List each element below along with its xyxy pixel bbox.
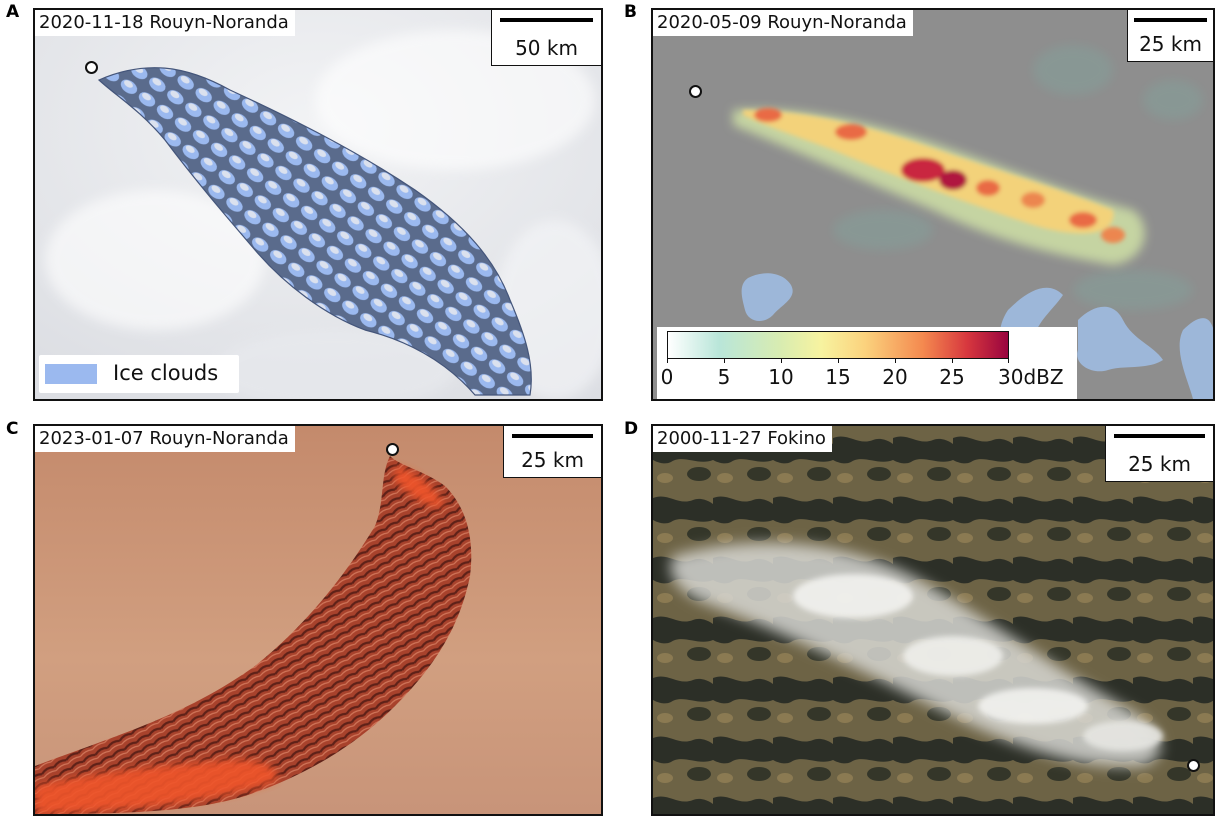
- legend-label: Ice clouds: [113, 361, 219, 385]
- site-marker: [85, 61, 98, 74]
- panel-b-radar-map: [653, 10, 1213, 399]
- panel-letter-c: C: [6, 419, 19, 439]
- scale-bar-label: 25 km: [1128, 452, 1191, 476]
- colorbar-tick: [838, 358, 839, 363]
- panel-a-scale-bar: 50 km: [491, 10, 601, 66]
- colorbar-tick-label: 0: [660, 365, 674, 389]
- panel-c-scale-bar: 25 km: [503, 426, 601, 478]
- legend: Ice clouds: [39, 355, 239, 393]
- scale-bar-label: 25 km: [521, 448, 584, 472]
- scale-bar-line: [500, 18, 593, 22]
- scale-bar-line: [1114, 434, 1205, 438]
- colorbar-tick: [1008, 358, 1009, 363]
- panel-c-false-color-image: 2023-01-07 Rouyn-Noranda 25 km: [33, 424, 603, 816]
- colorbar-tick-label: 15: [825, 365, 851, 389]
- scale-bar-label: 50 km: [515, 36, 578, 60]
- scale-bar-line: [512, 434, 593, 438]
- panel-b-radar-image: 2020-05-09 Rouyn-Noranda 25 km 0 5 10 15…: [651, 8, 1215, 401]
- colorbar-max-label: 30: [998, 365, 1024, 389]
- colorbar-gradient: [667, 331, 1009, 359]
- site-marker: [386, 443, 399, 456]
- site-marker: [1187, 759, 1200, 772]
- colorbar-tick-label: 20: [882, 365, 908, 389]
- site-marker: [689, 85, 702, 98]
- panel-a-satellite-image: [35, 10, 601, 399]
- panel-d-date-label: 2000-11-27 Fokino: [653, 426, 832, 452]
- panel-b-scale-bar: 25 km: [1127, 10, 1213, 62]
- scale-bar-line: [1134, 18, 1207, 22]
- colorbar-tick-label: 30dBZ: [998, 365, 1064, 389]
- colorbar-tick-label: 25: [939, 365, 965, 389]
- scale-bar-label: 25 km: [1139, 32, 1202, 56]
- colorbar-tick: [952, 358, 953, 363]
- legend-swatch: [45, 364, 97, 384]
- panel-d-satellite-image: [653, 426, 1213, 814]
- panel-letter-a: A: [6, 2, 20, 22]
- panel-letter-b: B: [624, 2, 637, 22]
- colorbar-tick: [667, 358, 668, 363]
- panel-a-ice-clouds-image: 2020-11-18 Rouyn-Noranda 50 km Ice cloud…: [33, 8, 603, 401]
- panel-b-date-label: 2020-05-09 Rouyn-Noranda: [653, 10, 913, 36]
- panel-a-date-label: 2020-11-18 Rouyn-Noranda: [35, 10, 295, 36]
- colorbar-tick: [781, 358, 782, 363]
- colorbar: 0 5 10 15 20 25 30dBZ: [657, 327, 1077, 399]
- panel-d-scale-bar: 25 km: [1105, 426, 1213, 482]
- colorbar-tick: [724, 358, 725, 363]
- colorbar-unit-label: dBZ: [1023, 365, 1064, 389]
- panel-c-date-label: 2023-01-07 Rouyn-Noranda: [35, 426, 295, 452]
- panel-c-satellite-image: [35, 426, 601, 814]
- colorbar-tick: [895, 358, 896, 363]
- colorbar-tick-label: 10: [768, 365, 794, 389]
- panel-d-true-color-image: 2000-11-27 Fokino 25 km: [651, 424, 1215, 816]
- panel-letter-d: D: [624, 419, 639, 439]
- colorbar-tick-label: 5: [717, 365, 731, 389]
